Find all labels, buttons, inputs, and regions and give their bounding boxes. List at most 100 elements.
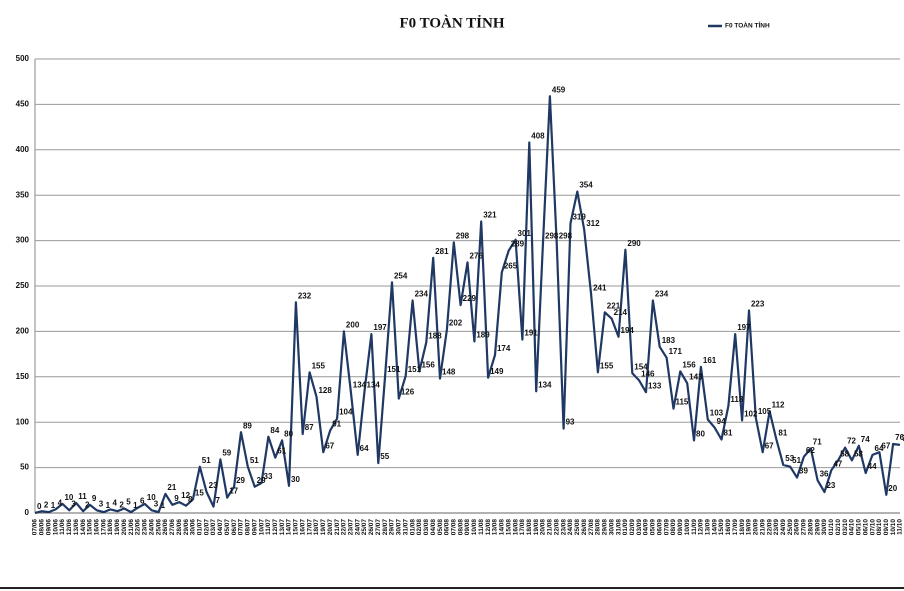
x-tick-label: 09/09 — [677, 519, 684, 536]
data-label: 2 — [119, 500, 124, 509]
data-label: 200 — [346, 321, 360, 330]
data-label: 81 — [778, 429, 787, 438]
data-label: 58 — [840, 449, 849, 458]
x-tick-label: 12/09 — [698, 519, 705, 536]
x-tick-label: 10/07 — [258, 519, 265, 536]
data-label: 29 — [257, 476, 266, 485]
x-tick-label: 15/08 — [505, 519, 512, 536]
x-tick-label: 19/06 — [114, 519, 121, 536]
data-label: 84 — [270, 426, 279, 435]
data-label: 7 — [215, 496, 220, 505]
data-label: 12 — [181, 491, 190, 500]
x-tick-label: 18/07 — [313, 519, 320, 536]
data-label: 5 — [126, 498, 131, 507]
x-tick-label: 25/08 — [574, 519, 581, 536]
x-tick-label: 06/09 — [656, 519, 663, 536]
data-label: 115 — [675, 398, 688, 407]
x-tick-label: 29/07 — [389, 519, 396, 536]
data-label: 51 — [250, 456, 259, 465]
x-tick-label: 09/08 — [464, 519, 471, 536]
x-tick-label: 31/08 — [615, 519, 622, 536]
data-label: 194 — [621, 326, 635, 335]
data-label: 9 — [174, 494, 179, 503]
x-tick-label: 26/08 — [581, 519, 588, 536]
data-label: 148 — [442, 368, 456, 377]
x-tick-label: 25/06 — [155, 519, 162, 536]
x-tick-label: 28/06 — [176, 519, 183, 536]
x-tick-label: 22/08 — [553, 519, 560, 536]
x-tick-label: 24/09 — [780, 519, 787, 536]
x-tick-label: 09/07 — [251, 519, 258, 536]
x-tick-label: 10/10 — [890, 519, 897, 536]
data-label: 161 — [703, 356, 717, 365]
data-label: 281 — [435, 247, 449, 256]
x-tick-label: 29/08 — [602, 519, 609, 536]
x-tick-label: 05/08 — [437, 519, 444, 536]
x-tick-label: 05/07 — [224, 519, 231, 536]
data-label: 202 — [449, 319, 463, 328]
x-tick-label: 15/06 — [87, 519, 94, 536]
data-label: 81 — [724, 429, 733, 438]
data-label: 9 — [92, 494, 97, 503]
data-label: 30 — [291, 475, 300, 484]
x-tick-label: 01/07 — [196, 519, 203, 536]
x-tick-label: 01/10 — [828, 519, 835, 536]
data-label: 29 — [236, 476, 245, 485]
x-tick-label: 20/09 — [753, 519, 760, 536]
data-label: 55 — [380, 452, 389, 461]
x-tick-label: 02/10 — [835, 519, 842, 536]
data-label: 2 — [85, 500, 90, 509]
x-tick-label: 15/09 — [718, 519, 725, 536]
x-tick-label: 28/08 — [595, 519, 602, 536]
y-tick-label: 300 — [16, 236, 30, 245]
data-label: 321 — [483, 211, 497, 220]
x-tick-label: 11/10 — [897, 519, 904, 535]
data-label: 10 — [147, 493, 156, 502]
x-tick-label: 04/08 — [430, 519, 437, 536]
data-label: 149 — [490, 367, 504, 376]
x-tick-label: 16/06 — [94, 519, 101, 536]
data-label: 53 — [785, 454, 794, 463]
x-tick-label: 18/06 — [107, 519, 114, 536]
data-label: 74 — [861, 435, 870, 444]
x-tick-label: 07/06 — [32, 519, 39, 536]
x-tick-label: 30/09 — [821, 519, 828, 536]
data-label: 89 — [243, 421, 252, 430]
data-label: 33 — [264, 472, 273, 481]
data-label: 112 — [772, 400, 785, 409]
x-tick-label: 10/06 — [52, 519, 59, 536]
x-tick-label: 12/06 — [66, 519, 73, 536]
x-tick-label: 13/09 — [704, 519, 711, 536]
data-label: 223 — [751, 300, 765, 309]
data-label: 174 — [497, 344, 511, 353]
data-label: 151 — [387, 365, 401, 374]
data-label: 21 — [167, 483, 176, 492]
data-label: 1 — [51, 501, 56, 510]
x-tick-label: 02/08 — [416, 519, 423, 536]
data-label: 6 — [140, 497, 145, 506]
x-tick-label: 05/10 — [856, 519, 863, 536]
x-tick-label: 07/07 — [238, 519, 245, 536]
x-tick-label: 20/07 — [327, 519, 334, 536]
x-tick-label: 23/07 — [348, 519, 355, 536]
data-label: 134 — [367, 380, 381, 389]
data-label: 2 — [44, 500, 49, 509]
x-tick-label: 11/07 — [265, 519, 272, 535]
x-tick-label: 29/06 — [183, 519, 190, 536]
data-label: 276 — [470, 252, 484, 261]
data-label: 80 — [696, 429, 705, 438]
x-tick-label: 27/09 — [801, 519, 808, 536]
x-tick-label: 09/06 — [45, 519, 52, 536]
data-label: 197 — [373, 323, 387, 332]
x-tick-label: 26/06 — [162, 519, 169, 536]
x-tick-label: 03/08 — [423, 519, 430, 536]
data-label: 76 — [895, 433, 904, 442]
data-label: 61 — [277, 447, 286, 456]
y-tick-label: 500 — [16, 54, 30, 63]
data-label: 59 — [222, 449, 231, 458]
data-label: 58 — [854, 449, 863, 458]
y-tick-label: 450 — [16, 100, 30, 109]
data-label: 62 — [806, 446, 815, 455]
data-label: 191 — [524, 329, 538, 338]
